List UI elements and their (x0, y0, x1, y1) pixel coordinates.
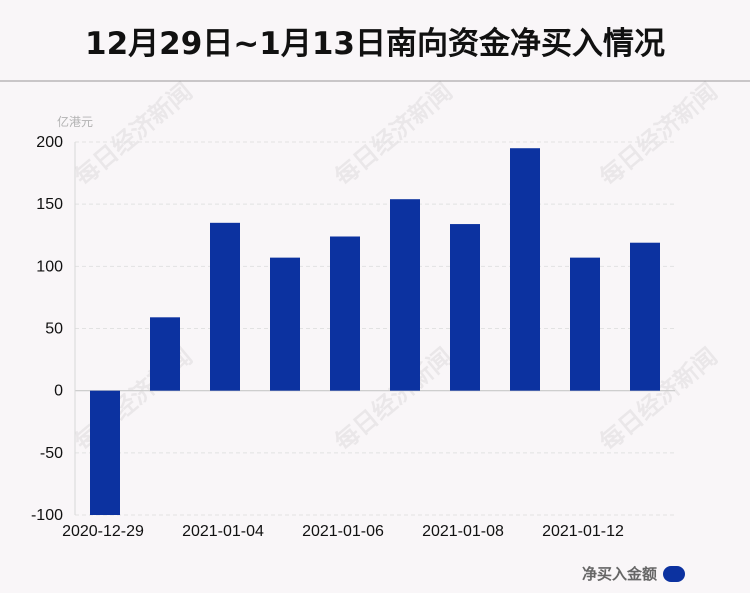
y-tick-label: 50 (45, 321, 63, 338)
y-axis-unit: 亿港元 (57, 115, 94, 129)
x-tick-label: 2021-01-04 (182, 523, 264, 540)
chart-title: 12月29日~1月13日南向资金净买入情况 (85, 25, 665, 62)
title-divider (0, 80, 750, 82)
y-tick-label: 200 (36, 134, 63, 151)
x-tick-label: 2021-01-06 (302, 523, 384, 540)
legend: 净买入金额 (582, 563, 685, 584)
y-tick-label: -100 (31, 507, 63, 524)
x-tick-label: 2021-01-08 (422, 523, 504, 540)
x-tick-label: 2021-01-12 (542, 523, 624, 540)
bar (510, 148, 540, 391)
bars (90, 148, 660, 515)
bar (330, 236, 360, 391)
bar (90, 390, 120, 515)
bar (570, 257, 600, 391)
y-tick-label: 0 (54, 383, 63, 400)
legend-swatch (663, 565, 685, 582)
y-axis: 200 150 100 50 0 -50 -100 (31, 134, 76, 524)
bar (210, 222, 240, 391)
y-tick-label: 150 (36, 196, 63, 213)
y-tick-label: -50 (40, 445, 63, 462)
bar (270, 257, 300, 391)
x-axis: 2020-12-29 2021-01-04 2021-01-06 2021-01-08… (62, 523, 624, 540)
x-tick-label: 2020-12-29 (62, 523, 144, 540)
legend-label: 净买入金额 (581, 565, 657, 583)
y-tick-label: 100 (36, 258, 63, 275)
bar (630, 242, 660, 391)
bar (150, 317, 180, 391)
bar (390, 199, 420, 391)
bar (450, 224, 480, 391)
